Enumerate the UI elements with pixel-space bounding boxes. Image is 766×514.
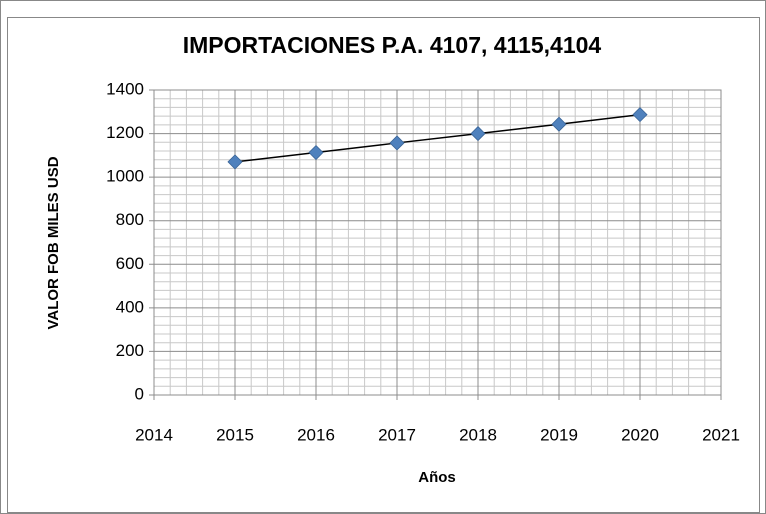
data-point xyxy=(389,135,405,151)
x-tick-label: 2017 xyxy=(378,425,416,444)
y-tick-label: 400 xyxy=(116,297,144,316)
y-tick-label: 800 xyxy=(116,210,144,229)
y-axis-title: VALOR FOB MILES USD xyxy=(45,156,62,329)
x-axis-title: Años xyxy=(418,469,456,486)
x-tick-label: 2016 xyxy=(297,425,335,444)
x-tick-label: 2015 xyxy=(216,425,254,444)
data-point xyxy=(308,144,324,161)
y-tick-label: 600 xyxy=(116,254,144,273)
data-point xyxy=(551,116,567,132)
chart-border xyxy=(7,17,760,513)
y-tick-label: 1000 xyxy=(106,167,144,186)
data-point xyxy=(632,107,648,123)
x-tick-label: 2019 xyxy=(540,425,578,444)
data-point xyxy=(470,126,486,142)
x-tick-label: 2018 xyxy=(459,425,497,444)
y-tick-label: 1400 xyxy=(106,79,144,98)
x-tick-label: 2014 xyxy=(135,425,173,444)
data-point xyxy=(227,154,243,170)
x-tick-label: 2020 xyxy=(621,425,659,444)
x-tick-label: 2021 xyxy=(702,425,740,444)
y-tick-label: 200 xyxy=(116,341,144,360)
trend-line xyxy=(234,113,641,163)
y-tick-label: 1200 xyxy=(106,123,144,142)
chart-title: IMPORTACIONES P.A. 4107, 4115,4104 xyxy=(183,32,602,58)
y-tick-label: 0 xyxy=(135,384,144,403)
plot-border xyxy=(153,89,722,396)
